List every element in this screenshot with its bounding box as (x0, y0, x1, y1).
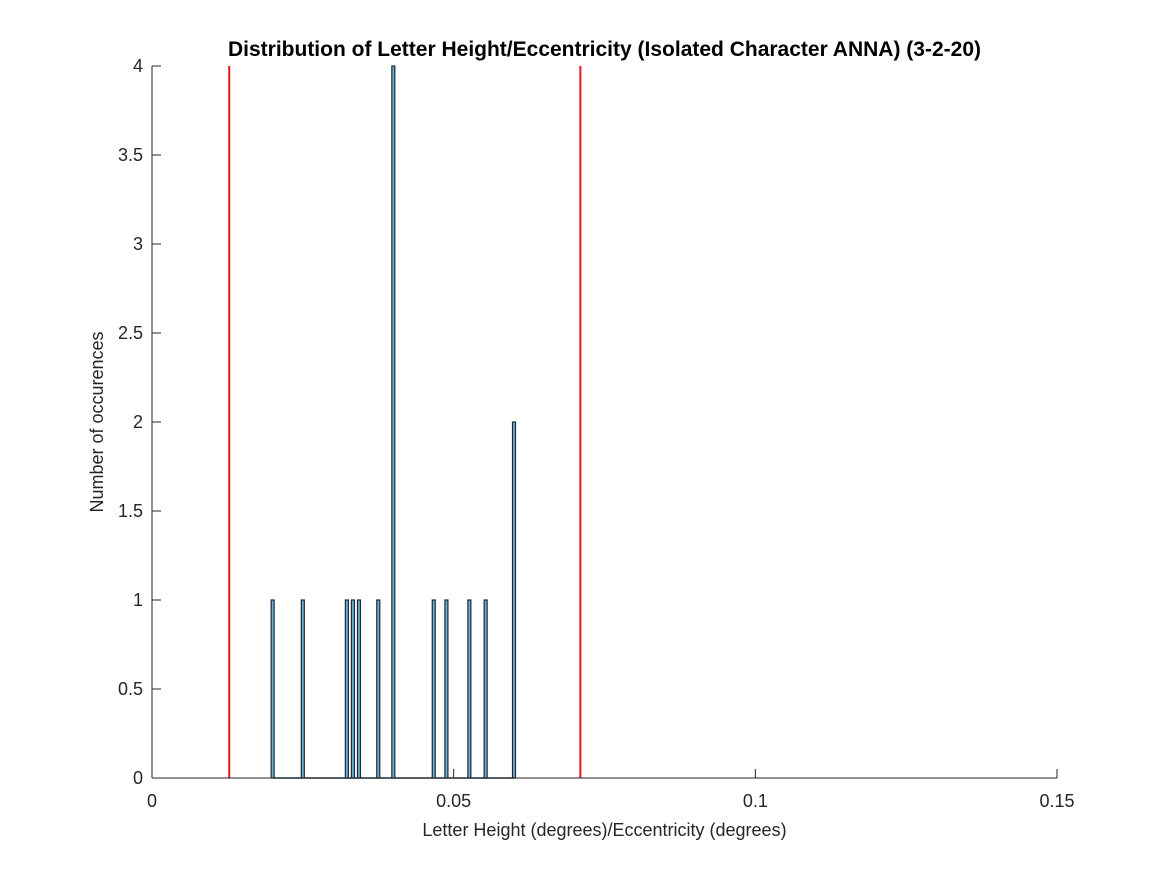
histogram-bar (356, 599, 362, 779)
x-tick-label: 0.05 (436, 791, 471, 811)
y-tick-label: 4 (133, 56, 143, 76)
y-axis-label: Number of occurences (87, 331, 107, 512)
histogram-bar (431, 599, 436, 779)
chart-title: Distribution of Letter Height/Eccentrici… (228, 38, 981, 61)
histogram-bar (344, 599, 349, 779)
y-tick-label: 0.5 (118, 679, 143, 699)
histogram-bar (350, 599, 356, 779)
y-tick-label: 2 (133, 412, 143, 432)
y-tick-label: 3.5 (118, 145, 143, 165)
x-tick-label: 0.15 (1039, 791, 1074, 811)
histogram-bar (483, 599, 488, 779)
histogram-bar (376, 599, 381, 779)
y-tick-label: 1.5 (118, 501, 143, 521)
plot-area: 0 0.05 0.1 0.15 0 0.5 1 1.5 2 2.5 3 3.5 4 (118, 56, 1075, 811)
y-tick-label: 1 (133, 590, 143, 610)
histogram-bar (467, 599, 472, 779)
x-tick-label: 0 (147, 791, 157, 811)
x-tick-label: 0.1 (743, 791, 768, 811)
histogram-bar (391, 65, 396, 779)
y-tick-label: 2.5 (118, 323, 143, 343)
y-tick-label: 0 (133, 768, 143, 788)
y-tick-label: 3 (133, 234, 143, 254)
histogram-bar (300, 599, 305, 779)
histogram-bar (444, 599, 449, 779)
histogram-bar (270, 599, 275, 779)
x-axis-label: Letter Height (degrees)/Eccentricity (de… (422, 820, 786, 840)
histogram-bar (511, 421, 517, 779)
